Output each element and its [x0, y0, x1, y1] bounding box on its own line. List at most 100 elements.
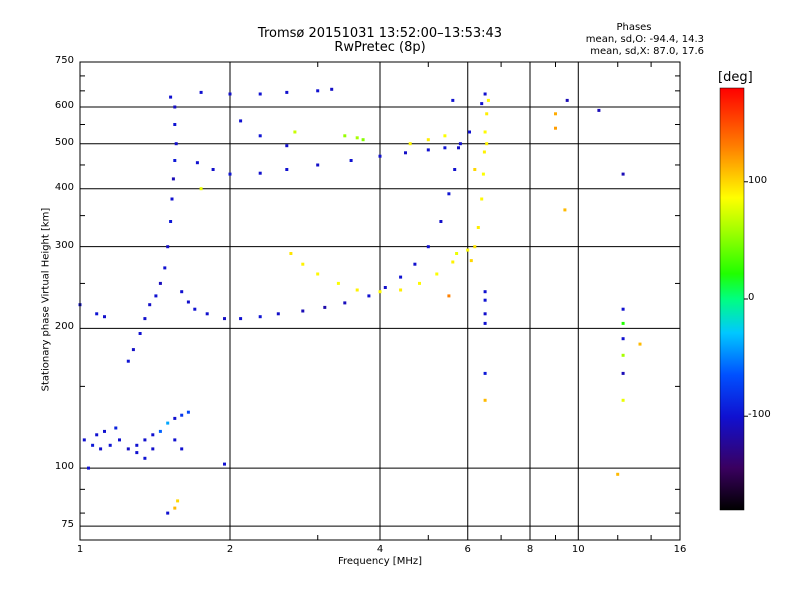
- data-point: [621, 371, 625, 375]
- data-point: [316, 272, 320, 276]
- data-point: [205, 312, 209, 316]
- data-point: [223, 317, 226, 321]
- data-point: [316, 163, 320, 167]
- data-point: [173, 416, 177, 420]
- data-point: [483, 92, 487, 96]
- y-tick-label: 200: [54, 321, 74, 333]
- y-tick-label: 300: [54, 239, 74, 251]
- data-point: [336, 281, 340, 285]
- data-point: [173, 105, 177, 109]
- data-point: [258, 315, 262, 319]
- data-point: [466, 248, 470, 252]
- data-point: [103, 429, 106, 433]
- data-point: [455, 252, 459, 255]
- data-point: [118, 438, 121, 442]
- data-point: [135, 451, 139, 455]
- x-tick-label: 6: [464, 544, 471, 555]
- data-point: [469, 259, 473, 263]
- colorbar-tick-label: 0: [748, 292, 755, 303]
- data-point: [399, 288, 403, 292]
- phases-header: Phases: [616, 22, 652, 33]
- data-point: [166, 245, 170, 249]
- chart-subtitle: RwPretec (8p): [334, 40, 426, 55]
- colorbar-tick-label: -100: [748, 409, 771, 421]
- data-point: [476, 226, 480, 229]
- data-point: [173, 159, 177, 162]
- x-tick-label: 16: [673, 544, 687, 555]
- data-point: [199, 187, 203, 191]
- data-point: [426, 245, 430, 249]
- data-point: [457, 146, 460, 150]
- data-point: [378, 290, 382, 294]
- y-tick-label: 750: [54, 55, 74, 66]
- data-point: [171, 177, 175, 181]
- data-point: [99, 447, 103, 451]
- data-point: [451, 98, 455, 102]
- data-point: [276, 312, 280, 316]
- data-point: [258, 171, 262, 175]
- data-point: [443, 134, 447, 138]
- colorbar-ticks: [744, 181, 748, 417]
- data-point: [239, 119, 243, 123]
- data-point: [378, 154, 382, 158]
- data-point: [483, 398, 487, 402]
- data-point: [473, 168, 477, 171]
- data-point: [258, 92, 262, 96]
- phases-x-stats: mean, sd,X: 87.0, 17.6: [590, 46, 704, 57]
- data-point: [316, 89, 320, 93]
- data-point: [638, 342, 642, 346]
- chart-title: Tromsø 20151031 13:52:00–13:53:43: [257, 26, 503, 41]
- data-point: [323, 305, 327, 309]
- data-point: [483, 298, 487, 302]
- data-point: [473, 245, 477, 249]
- data-point: [408, 142, 412, 146]
- data-point: [108, 443, 112, 447]
- data-point: [180, 413, 184, 417]
- data-point: [483, 290, 487, 294]
- data-point: [418, 281, 421, 285]
- data-point: [483, 130, 487, 134]
- data-point: [158, 429, 162, 433]
- data-point: [169, 220, 173, 223]
- data-point: [135, 443, 139, 447]
- axis-ticks: [80, 62, 680, 540]
- data-point: [451, 260, 455, 264]
- data-point: [195, 161, 199, 165]
- data-point: [481, 172, 485, 176]
- data-point: [483, 321, 487, 325]
- data-point: [554, 112, 557, 116]
- data-point: [554, 126, 557, 130]
- data-point: [383, 286, 387, 289]
- data-point: [180, 290, 184, 294]
- x-tick-label: 8: [526, 544, 534, 555]
- data-point: [114, 426, 118, 430]
- colorbar: [719, 87, 745, 511]
- data-point: [163, 266, 167, 270]
- data-point: [173, 506, 177, 510]
- data-point: [443, 146, 447, 150]
- grid-lines: [80, 62, 680, 540]
- x-tick-label: 10: [571, 544, 585, 555]
- data-point: [143, 317, 147, 321]
- data-point: [158, 281, 162, 285]
- data-point: [199, 90, 203, 94]
- data-point: [180, 447, 184, 451]
- y-tick-label: 500: [54, 136, 74, 148]
- data-point: [355, 136, 359, 140]
- data-point: [151, 447, 155, 451]
- data-point: [169, 95, 173, 99]
- data-point: [482, 150, 486, 154]
- data-point: [447, 192, 451, 196]
- data-point: [468, 130, 471, 134]
- x-tick-label: 4: [376, 544, 384, 555]
- data-point: [186, 410, 190, 414]
- data-point: [289, 252, 293, 255]
- data-point: [285, 168, 289, 171]
- data-point: [367, 294, 371, 298]
- y-axis-label: Stationary phase Virtual Height [km]: [40, 207, 52, 392]
- data-point: [355, 288, 359, 292]
- data-point: [173, 123, 177, 126]
- data-point: [285, 144, 289, 148]
- data-point: [223, 462, 226, 466]
